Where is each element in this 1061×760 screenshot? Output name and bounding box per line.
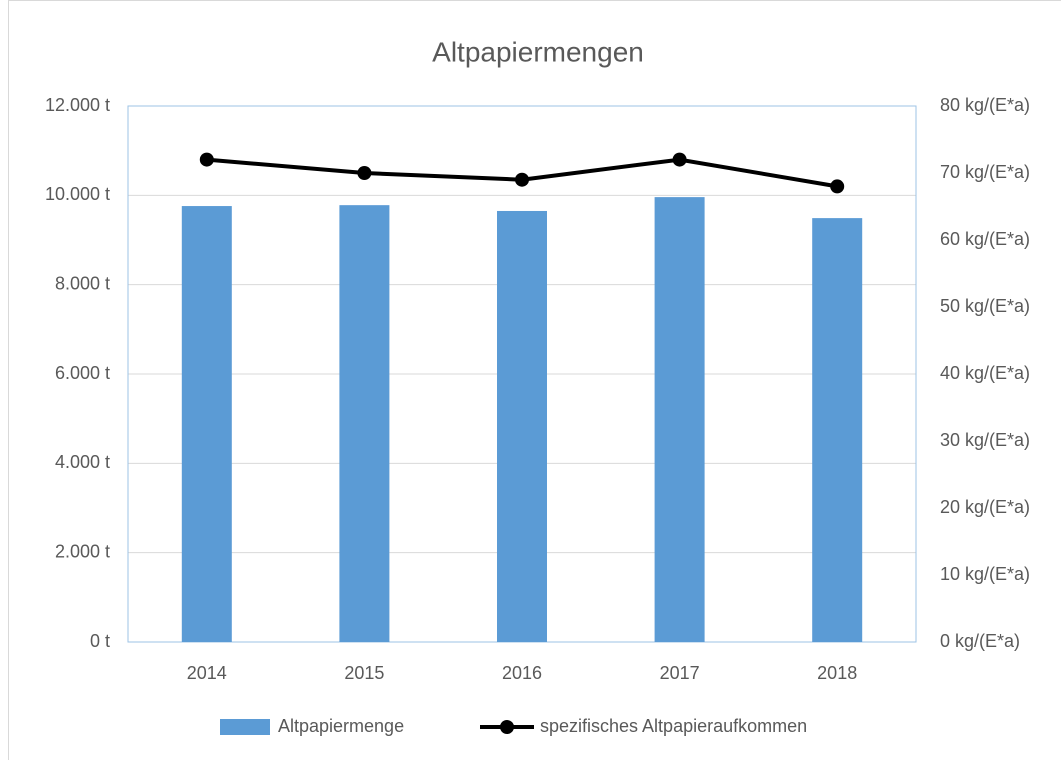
y-tick-label: 0 t [90,631,110,651]
bar [654,197,705,642]
y2-tick-label: 0 kg/(E*a) [940,631,1020,651]
bar [497,210,547,642]
y2-tick-label: 80 kg/(E*a) [940,95,1030,115]
line-marker [830,179,845,194]
y2-tick-label: 20 kg/(E*a) [940,497,1030,517]
x-tick-label: 2017 [660,663,700,683]
legend-marker [500,720,514,734]
y2-tick-label: 60 kg/(E*a) [940,229,1030,249]
line-marker [515,172,529,187]
line-marker [199,152,214,167]
legend-label: Altpapiermenge [278,716,404,736]
x-tick-label: 2016 [502,663,542,683]
line-marker [672,152,687,167]
y2-tick-label: 10 kg/(E*a) [940,564,1030,584]
x-tick-label: 2018 [817,663,857,683]
x-tick-label: 2015 [344,663,384,683]
chart-title: Altpapiermengen [432,36,644,67]
y-tick-label: 10.000 t [45,184,110,204]
y2-tick-label: 30 kg/(E*a) [940,430,1030,450]
bar [181,206,232,642]
line-marker [357,166,372,180]
y-tick-label: 2.000 t [55,541,110,561]
y-tick-label: 4.000 t [55,452,110,472]
legend-label: spezifisches Altpapieraufkommen [540,716,807,736]
legend-swatch [220,719,270,735]
bar [812,218,863,642]
y-tick-label: 6.000 t [55,363,110,383]
x-tick-label: 2014 [187,663,227,683]
y2-tick-label: 50 kg/(E*a) [940,296,1030,316]
bar [339,205,390,642]
y-tick-label: 12.000 t [45,95,110,115]
y2-tick-label: 40 kg/(E*a) [940,363,1030,383]
y2-tick-label: 70 kg/(E*a) [940,162,1030,182]
y-tick-label: 8.000 t [55,273,110,293]
